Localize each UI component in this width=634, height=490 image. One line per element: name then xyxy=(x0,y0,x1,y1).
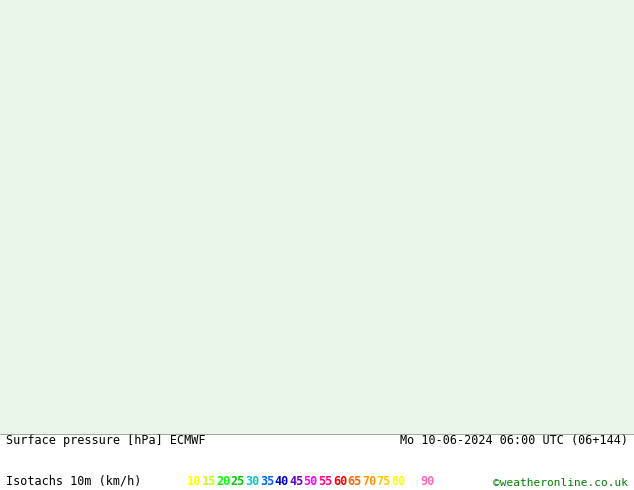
Text: 30: 30 xyxy=(245,474,259,488)
Text: 20: 20 xyxy=(216,474,230,488)
Text: 70: 70 xyxy=(362,474,376,488)
Text: 80: 80 xyxy=(391,474,405,488)
Text: 60: 60 xyxy=(333,474,347,488)
Text: Surface pressure [hPa] ECMWF: Surface pressure [hPa] ECMWF xyxy=(6,434,206,447)
Text: Mo 10-06-2024 06:00 UTC (06+144): Mo 10-06-2024 06:00 UTC (06+144) xyxy=(399,434,628,447)
Text: 50: 50 xyxy=(304,474,318,488)
Text: 15: 15 xyxy=(202,474,216,488)
Text: 45: 45 xyxy=(289,474,303,488)
Text: ©weatheronline.co.uk: ©weatheronline.co.uk xyxy=(493,478,628,488)
Text: 75: 75 xyxy=(377,474,391,488)
Text: Isotachs 10m (km/h): Isotachs 10m (km/h) xyxy=(6,474,149,488)
Text: 65: 65 xyxy=(347,474,361,488)
FancyBboxPatch shape xyxy=(0,434,634,490)
Text: 90: 90 xyxy=(420,474,434,488)
Text: 55: 55 xyxy=(318,474,332,488)
Text: 35: 35 xyxy=(260,474,274,488)
Text: 40: 40 xyxy=(275,474,288,488)
Text: 85: 85 xyxy=(406,474,420,488)
Text: 10: 10 xyxy=(187,474,201,488)
Text: 25: 25 xyxy=(231,474,245,488)
